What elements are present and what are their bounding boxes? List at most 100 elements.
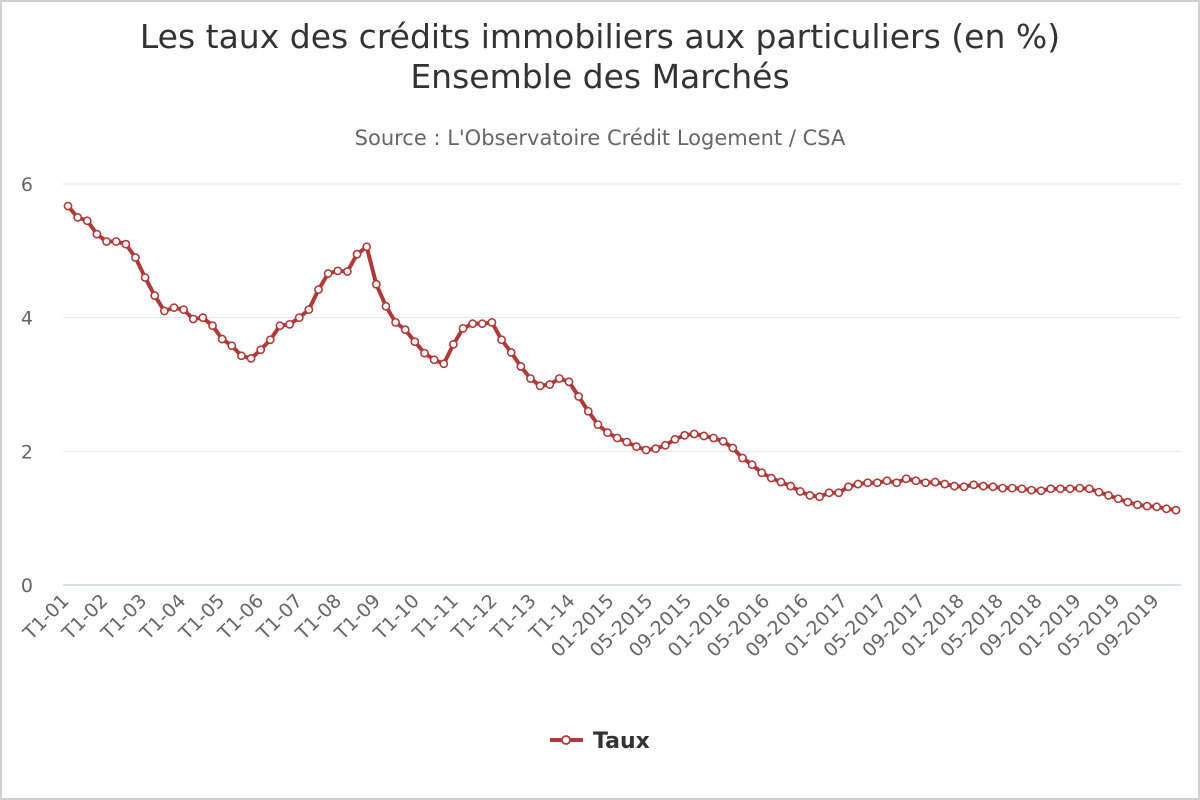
data-point[interactable] [285,319,294,329]
data-point[interactable] [468,319,478,329]
data-point[interactable] [150,291,160,301]
data-point[interactable] [988,482,998,492]
data-point[interactable] [198,313,208,323]
data-point[interactable] [1152,502,1162,512]
data-point[interactable] [1104,491,1113,500]
data-point[interactable] [92,229,102,239]
data-point[interactable] [535,381,545,391]
data-point[interactable] [1065,484,1075,494]
data-point[interactable] [651,444,661,454]
data-point[interactable] [853,479,863,489]
data-point[interactable] [641,445,651,455]
data-point[interactable] [323,269,333,278]
data-point[interactable] [776,477,786,487]
data-point[interactable] [998,483,1007,493]
data-point[interactable] [757,468,767,478]
data-point[interactable] [458,323,468,333]
data-point[interactable] [526,374,535,383]
data-point[interactable] [82,216,92,226]
data-point[interactable] [603,428,612,438]
data-point[interactable] [950,481,959,491]
data-point[interactable] [381,301,391,311]
data-point[interactable] [169,303,179,313]
data-point[interactable] [400,325,410,335]
data-point[interactable] [921,478,930,488]
legend[interactable]: Taux [550,729,650,754]
data-point[interactable] [477,319,487,329]
data-point[interactable] [689,429,699,439]
data-point[interactable] [863,478,873,488]
data-point[interactable] [497,335,506,345]
data-point[interactable] [314,285,323,294]
data-point[interactable] [131,253,140,262]
data-point[interactable] [1084,484,1094,494]
data-point[interactable] [121,239,131,249]
data-point[interactable] [593,420,603,429]
data-point[interactable] [805,491,815,500]
data-point[interactable] [362,242,372,252]
data-point[interactable] [554,374,564,383]
data-point[interactable] [911,476,921,486]
data-point[interactable] [622,437,632,447]
data-point[interactable] [699,431,709,441]
data-point[interactable] [439,359,449,369]
data-point[interactable] [140,273,150,282]
data-point[interactable] [872,478,882,488]
data-point[interactable] [1133,500,1142,510]
data-point[interactable] [766,473,776,483]
data-point[interactable] [670,434,680,444]
data-point[interactable] [333,266,343,276]
data-point[interactable] [978,481,988,491]
data-point[interactable] [574,392,584,401]
data-point[interactable] [564,377,574,387]
data-point[interactable] [738,453,747,463]
data-point[interactable] [102,237,111,246]
data-point[interactable] [1036,486,1046,496]
data-point[interactable] [680,430,690,440]
data-point[interactable] [815,492,824,502]
data-point[interactable] [747,460,757,470]
data-point[interactable] [660,440,670,450]
data-point[interactable] [188,314,198,324]
data-point[interactable] [227,341,237,351]
data-point[interactable] [1161,504,1171,514]
data-point[interactable] [545,380,555,389]
data-point[interactable] [487,317,497,327]
data-point[interactable] [352,249,362,259]
data-point[interactable] [844,482,853,492]
data-point[interactable] [1027,485,1036,495]
data-point[interactable] [448,339,458,349]
data-point[interactable] [506,348,516,357]
data-point[interactable] [294,313,304,323]
data-point[interactable] [834,488,844,498]
data-point[interactable] [795,487,805,496]
data-point[interactable] [1007,483,1017,493]
data-point[interactable] [179,305,189,315]
data-point[interactable] [217,334,227,344]
data-point[interactable] [1113,494,1123,504]
data-point[interactable] [429,355,439,365]
data-point[interactable] [1046,484,1056,494]
data-point[interactable] [246,354,256,363]
data-point[interactable] [343,267,352,276]
data-point[interactable] [1142,501,1152,511]
data-point[interactable] [237,351,246,361]
data-point[interactable] [824,488,834,498]
data-point[interactable] [718,436,728,446]
data-point[interactable] [959,482,969,492]
data-point[interactable] [391,317,400,327]
data-point[interactable] [632,442,641,452]
data-point[interactable] [371,279,381,289]
data-point[interactable] [275,321,285,331]
data-point[interactable] [304,305,314,315]
data-point[interactable] [728,443,738,453]
data-point[interactable] [1055,484,1065,494]
data-point[interactable] [583,406,593,416]
data-point[interactable] [516,362,526,371]
data-point[interactable] [265,335,275,345]
data-point[interactable] [111,237,121,246]
data-point[interactable] [159,306,169,316]
data-point[interactable] [63,201,73,211]
data-point[interactable] [208,321,217,331]
data-point[interactable] [930,477,940,487]
